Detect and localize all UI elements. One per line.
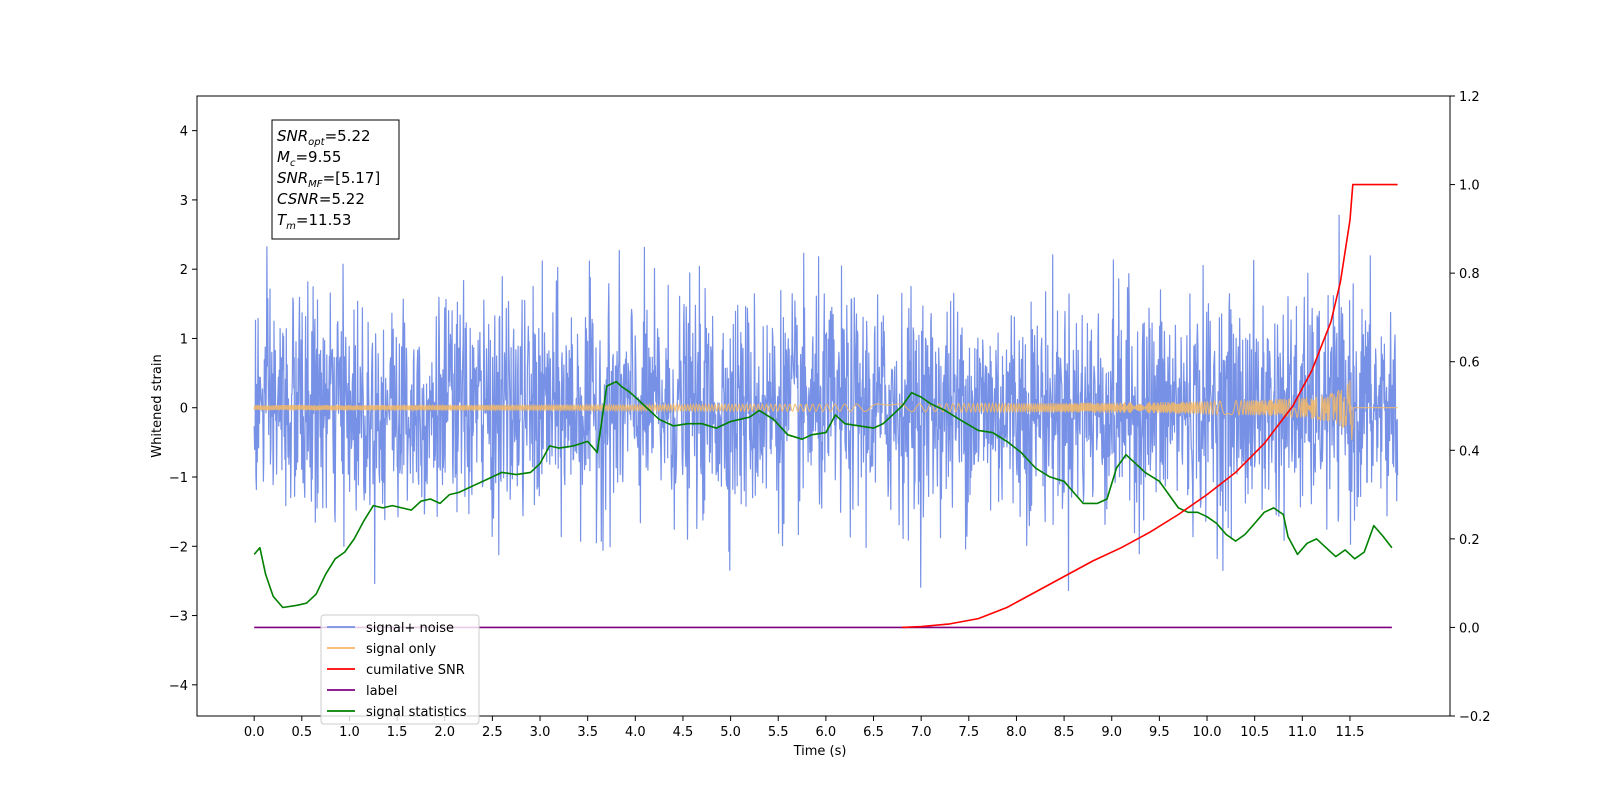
x-tick-label: 10.0 [1193,725,1222,740]
series-signal-statistics [253,380,1393,609]
y-tick-label: 4 [180,125,188,140]
annotation-line: SNRMF=[5.17] [277,169,380,190]
x-tick-label: 1.0 [339,725,360,740]
y-axis-right: 1.2 1.0 0.8 0.6 0.4 0.2 0.0 −0.2 [1450,90,1491,725]
cumilative-snr-line [902,183,1398,629]
x-tick-label: 3.0 [530,725,551,740]
x-tick-label: 4.0 [625,725,646,740]
x-tick-label: 5.5 [768,725,789,740]
x-tick-label: 2.5 [482,725,503,740]
x-tick-label: 1.5 [387,725,408,740]
x-tick-label: 6.0 [816,725,837,740]
legend-label: cumilative SNR [366,663,465,678]
x-tick-label: 9.0 [1101,725,1122,740]
y-right-tick-label: 0.4 [1459,444,1480,459]
y-right-tick-label: 1.0 [1459,179,1480,194]
x-axis: 0.0 0.5 1.0 1.5 2.0 2.5 3.0 3.5 4.0 4.5 5.0 5.5 6.0 6… [244,716,1364,740]
signal-statistics-line [253,380,1393,609]
x-tick-label: 8.5 [1054,725,1075,740]
x-tick-label: 4.5 [673,725,694,740]
series-cumilative-snr [902,183,1398,629]
annotation-subscript: c [290,158,296,169]
annotation-frame [271,119,400,240]
signal-only-line [253,380,1398,440]
annotation-value: =5.22 [325,127,371,145]
x-tick-label: 10.5 [1240,725,1269,740]
x-tick-label: 6.5 [863,725,884,740]
y-tick-label: −3 [169,610,188,625]
y-right-tick-label: 1.2 [1459,90,1480,105]
x-tick-label: 11.5 [1335,725,1364,740]
legend-label: label [366,684,397,699]
y-axis-label: Whitened strain [150,354,165,457]
annotation-symbol: M [277,148,290,166]
annotation-value: =11.53 [296,211,352,229]
legend: signal+ noise signal only cumilative SNR la… [320,614,480,725]
x-tick-label: 3.5 [577,725,598,740]
y-tick-label: −2 [169,540,188,555]
x-tick-label: 9.5 [1149,725,1170,740]
legend-frame [320,614,480,725]
x-tick-label: 8.0 [1006,725,1027,740]
annotation-line: Mc=9.55 [277,148,341,169]
x-tick-label: 5.0 [720,725,741,740]
annotation-line: SNRopt=5.22 [277,127,371,148]
annotation-line: Tm=11.53 [277,211,351,232]
annotation-line: CSNR=5.22 [277,190,365,208]
annotation-symbol: T [277,211,288,229]
y-tick-label: 3 [180,194,188,209]
annotation-subscript: m [286,221,296,232]
signal-noise-line [253,214,1399,592]
x-axis-label: Time (s) [793,744,847,759]
legend-label: signal statistics [366,705,467,720]
annotation-subscript: opt [308,137,325,148]
y-tick-label: −4 [169,679,188,694]
annotation-box: SNRopt=5.22Mc=9.55SNRMF=[5.17]CSNR=5.22T… [271,119,400,240]
annotation-value: =9.55 [295,148,341,166]
y-tick-label: 0 [180,402,188,417]
y-right-tick-label: 0.0 [1459,621,1480,636]
x-tick-label: 0.0 [244,725,265,740]
y-right-tick-label: 0.2 [1459,533,1480,548]
annotation-subscript: MF [308,179,323,190]
y-tick-label: 2 [180,263,188,278]
annotation-value: =5.22 [319,190,365,208]
annotation-symbol: SNR [277,169,308,187]
x-tick-label: 0.5 [291,725,312,740]
x-tick-label: 2.0 [434,725,455,740]
y-right-tick-label: 0.6 [1459,356,1480,371]
annotation-symbol: SNR [277,127,308,145]
annotation-symbol: CSNR [277,190,319,208]
series-signal-noise [253,214,1399,592]
annotation-value: =[5.17] [323,169,381,187]
y-right-tick-label: 0.8 [1459,267,1480,282]
plot-frame [196,95,1451,717]
y-tick-label: −1 [169,471,188,486]
y-tick-label: 1 [180,332,188,347]
y-right-tick-label: −0.2 [1459,710,1491,725]
legend-label: signal+ noise [366,621,454,636]
x-tick-label: 7.0 [911,725,932,740]
series-signal-only [253,380,1398,440]
x-tick-label: 11.0 [1288,725,1317,740]
legend-label: signal only [366,642,436,657]
x-tick-label: 7.5 [958,725,979,740]
y-axis-left: 4 3 2 1 0 −1 −2 −3 −4 [169,125,197,694]
